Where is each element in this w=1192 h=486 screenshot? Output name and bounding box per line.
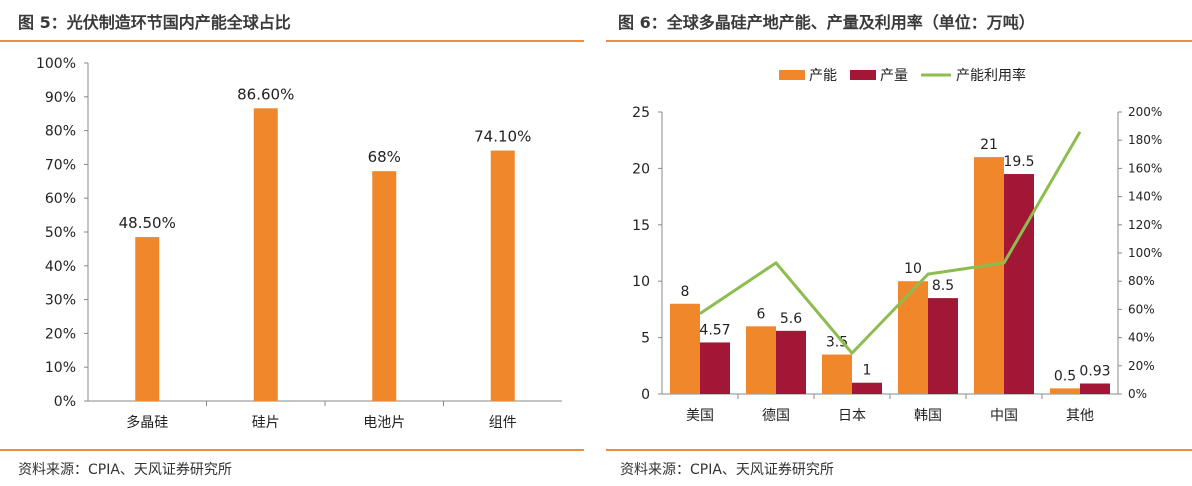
y-tick-label: 80% <box>45 124 76 140</box>
data-label: 86.60% <box>237 85 294 103</box>
bar-capacity <box>822 354 852 394</box>
source-divider <box>0 449 584 451</box>
data-label-output: 1 <box>863 363 872 379</box>
legend-swatch-output <box>850 70 876 80</box>
data-label-capacity: 8 <box>681 284 690 300</box>
y-tick-label: 40% <box>45 259 76 275</box>
y-tick-label: 0% <box>54 394 76 410</box>
source-divider <box>606 449 1192 451</box>
data-label-output: 8.5 <box>932 278 954 294</box>
bar-capacity <box>1050 388 1080 394</box>
data-label-capacity: 6 <box>757 306 766 322</box>
y-tick-label: 70% <box>45 157 76 173</box>
x-tick-label: 多晶硅 <box>126 414 168 431</box>
y-tick-label: 20 <box>632 161 650 177</box>
utilization-line <box>699 130 1082 355</box>
data-label-capacity: 3.5 <box>826 335 848 351</box>
bar-output <box>852 382 882 394</box>
figure-5-source: 资料来源：CPIA、天风证券研究所 <box>18 462 232 478</box>
y-tick-label: 30% <box>45 293 76 309</box>
bar <box>490 150 515 401</box>
data-label-output: 19.5 <box>1003 154 1034 170</box>
title-divider <box>0 40 584 42</box>
y2-tick-label: 180% <box>1128 133 1162 147</box>
y2-tick-label: 0% <box>1128 387 1147 401</box>
bar-capacity <box>746 326 776 394</box>
x-tick-label: 组件 <box>489 415 517 431</box>
y2-tick-label: 40% <box>1128 331 1155 345</box>
data-label: 68% <box>368 148 401 166</box>
data-label: 48.50% <box>119 214 176 232</box>
data-label-output: 0.93 <box>1079 364 1110 380</box>
data-label-capacity: 21 <box>980 137 998 153</box>
y-tick-label: 0 <box>641 387 650 403</box>
y-tick-label: 20% <box>45 326 76 342</box>
legend-label-output: 产量 <box>880 68 908 84</box>
x-tick-label: 中国 <box>990 408 1018 424</box>
legend-label-utilization: 产能利用率 <box>956 67 1026 84</box>
x-tick-label: 电池片 <box>363 415 405 431</box>
capacity-share-bar-chart: 0% 10% 20% 30% 40% 50% 60% 70% 80% 90% 100% 48.50% 多… <box>36 56 562 431</box>
y-tick-label: 10 <box>632 274 650 290</box>
x-tick-label: 日本 <box>838 408 866 424</box>
bar-output <box>700 342 730 394</box>
x-tick-label: 德国 <box>762 408 790 424</box>
x-tick-label: 美国 <box>686 408 714 424</box>
y2-tick-label: 140% <box>1128 190 1162 204</box>
bar-output <box>776 330 806 394</box>
bar-output <box>1004 174 1034 394</box>
y-tick-label: 100% <box>36 56 76 72</box>
data-label: 74.10% <box>474 128 531 146</box>
x-tick-label: 硅片 <box>252 415 280 431</box>
legend-swatch-capacity <box>779 70 805 80</box>
figure-6-title: 图 6：全球多晶硅产地产能、产量及利用率（单位：万吨） <box>618 13 1035 32</box>
bar-capacity <box>898 281 928 394</box>
figure-6-panel: 图 6：全球多晶硅产地产能、产量及利用率（单位：万吨） 0 5 10 15 20 25 0%… <box>606 0 1192 486</box>
y2-tick-label: 60% <box>1128 302 1155 316</box>
bar-capacity <box>974 157 1004 394</box>
data-label-capacity: 0.5 <box>1054 368 1076 384</box>
bar-output <box>1080 383 1110 394</box>
data-label-output: 4.57 <box>699 322 730 338</box>
y2-tick-label: 160% <box>1128 161 1162 175</box>
x-tick-label: 韩国 <box>914 408 942 424</box>
y-tick-label: 10% <box>45 360 76 376</box>
y2-tick-label: 80% <box>1128 274 1155 288</box>
y2-tick-label: 120% <box>1128 218 1162 232</box>
y-tick-label: 90% <box>45 90 76 106</box>
figure-5-panel: 图 5：光伏制造环节国内产能全球占比 0% 10% 20% 30% 40% 50% 60% 7… <box>0 0 584 486</box>
bar <box>253 108 278 402</box>
y2-tick-label: 100% <box>1128 246 1162 260</box>
y2-tick-label: 20% <box>1128 359 1155 373</box>
polysilicon-capacity-chart: 0 5 10 15 20 25 0% 20% 40% 60% 80% 100% 120% 140% 160%… <box>632 67 1162 424</box>
bar <box>135 237 160 401</box>
y-tick-label: 60% <box>45 191 76 207</box>
bar-capacity <box>670 303 700 394</box>
x-tick-label: 其他 <box>1066 408 1094 424</box>
legend-label-capacity: 产能 <box>809 68 837 84</box>
y-tick-label: 50% <box>45 225 76 241</box>
data-label-capacity: 10 <box>904 261 922 277</box>
title-divider <box>606 40 1192 42</box>
figure-6-source: 资料来源：CPIA、天风证券研究所 <box>620 462 834 478</box>
y-tick-label: 25 <box>632 105 650 121</box>
y2-tick-label: 200% <box>1128 105 1162 119</box>
data-label-output: 5.6 <box>780 311 802 327</box>
y-tick-label: 5 <box>641 331 650 347</box>
bar-output <box>928 298 958 394</box>
figure-5-title: 图 5：光伏制造环节国内产能全球占比 <box>18 13 291 32</box>
y-tick-label: 15 <box>632 218 650 234</box>
bar <box>372 171 397 401</box>
